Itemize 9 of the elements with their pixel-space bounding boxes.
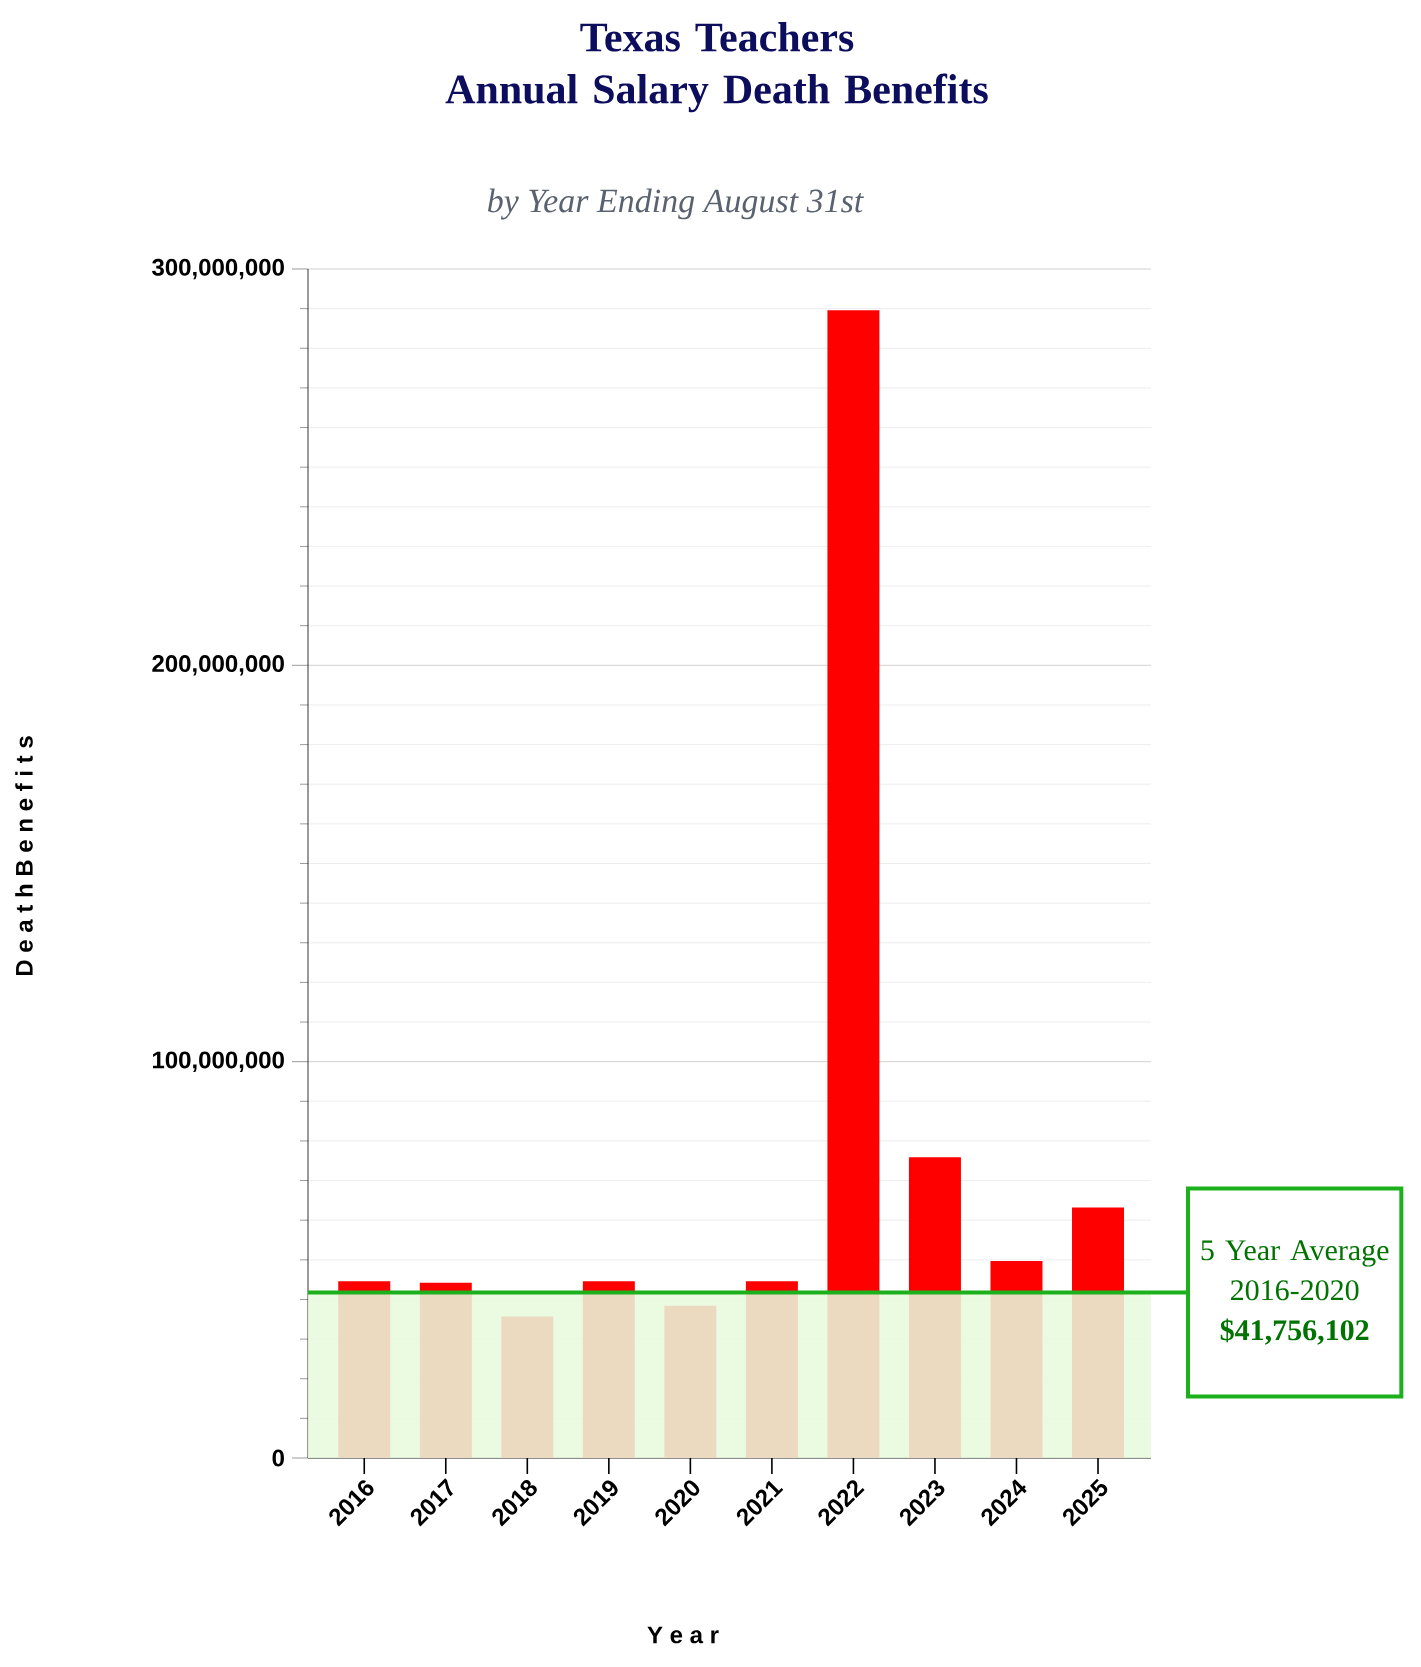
x-axis-title: Y e a r bbox=[647, 1626, 719, 1644]
ref-line-label: 5 Year Average 2016-2020 $41,756,102 bbox=[1201, 1240, 1389, 1345]
y-tick-label: 0 bbox=[272, 1449, 284, 1467]
y-tick-label: 100,000,000 bbox=[152, 1051, 284, 1072]
chart-subtitle: by Year Ending August 31st bbox=[487, 188, 864, 220]
y-axis-title: D e a t h B e n e f i t s bbox=[15, 736, 33, 976]
chart-title: Texas Teachers Annual Salary Death Benefits bbox=[445, 22, 988, 113]
y-tick-label: 200,000,000 bbox=[152, 655, 284, 676]
y-tick-label: 300,000,000 bbox=[152, 258, 284, 280]
